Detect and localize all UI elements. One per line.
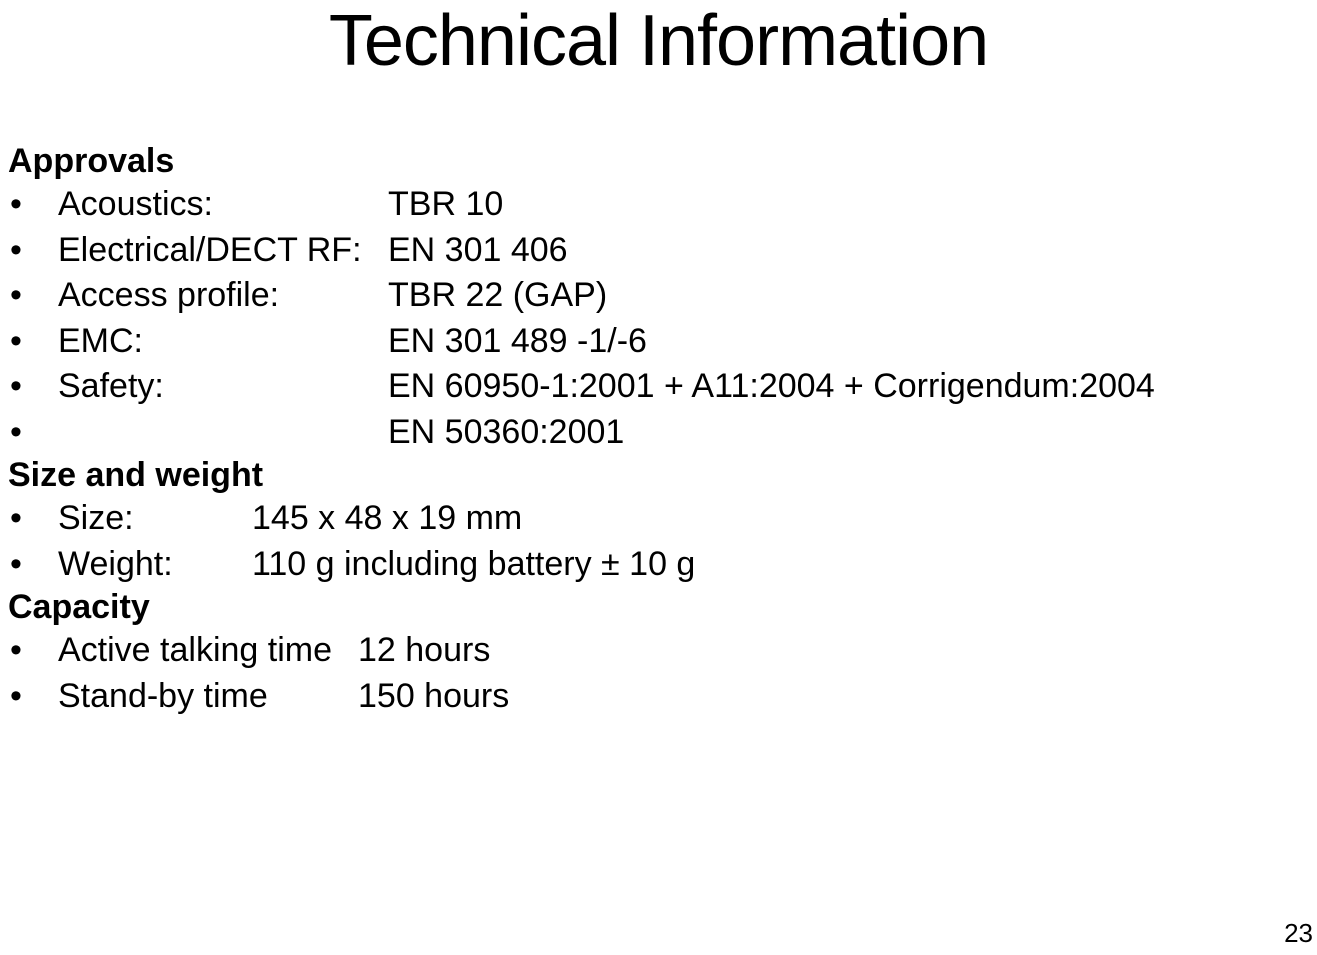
content-area: Approvals • Acoustics: TBR 10 • Electric… (0, 142, 1317, 718)
spec-label: Access profile: (58, 274, 388, 318)
spec-value: EN 60950-1:2001 + A11:2004 + Corrigendum… (388, 365, 1309, 409)
section-header-approvals: Approvals (8, 142, 1309, 181)
spec-value: EN 50360:2001 (388, 411, 1309, 455)
spec-value: TBR 22 (GAP) (388, 274, 1309, 318)
page-number: 23 (1284, 918, 1313, 949)
section-capacity: Capacity • Active talking time 12 hours … (8, 588, 1309, 718)
spec-value: EN 301 489 -1/-6 (388, 320, 1309, 364)
spec-label: Safety: (58, 365, 388, 409)
list-item: • Safety: EN 60950-1:2001 + A11:2004 + C… (8, 365, 1309, 409)
bullet-icon: • (8, 365, 58, 409)
spec-value: 150 hours (358, 675, 1309, 719)
bullet-icon: • (8, 629, 58, 673)
bullet-icon: • (8, 320, 58, 364)
list-item: • Acoustics: TBR 10 (8, 183, 1309, 227)
spec-label: Weight: (58, 543, 252, 587)
bullet-icon: • (8, 675, 58, 719)
spec-value: 12 hours (358, 629, 1309, 673)
list-item: • Access profile: TBR 22 (GAP) (8, 274, 1309, 318)
list-item: • Electrical/DECT RF: EN 301 406 (8, 229, 1309, 273)
list-item: • EMC: EN 301 489 -1/-6 (8, 320, 1309, 364)
section-header-capacity: Capacity (8, 588, 1309, 627)
spec-value: EN 301 406 (388, 229, 1309, 273)
section-approvals: Approvals • Acoustics: TBR 10 • Electric… (8, 142, 1309, 454)
spec-value: 110 g including battery ± 10 g (252, 543, 1309, 587)
section-header-size-weight: Size and weight (8, 456, 1309, 495)
list-item: • EN 50360:2001 (8, 411, 1309, 455)
bullet-icon: • (8, 274, 58, 318)
spec-label: Size: (58, 497, 252, 541)
bullet-icon: • (8, 229, 58, 273)
page-title: Technical Information (0, 0, 1317, 82)
spec-value: TBR 10 (388, 183, 1309, 227)
slide-container: Technical Information Approvals • Acoust… (0, 0, 1317, 955)
spec-label: Active talking time (58, 629, 358, 673)
list-item: • Size: 145 x 48 x 19 mm (8, 497, 1309, 541)
spec-label: EMC: (58, 320, 388, 364)
spec-label: Electrical/DECT RF: (58, 229, 388, 273)
section-size-weight: Size and weight • Size: 145 x 48 x 19 mm… (8, 456, 1309, 586)
spec-label: Stand-by time (58, 675, 358, 719)
spec-label: Acoustics: (58, 183, 388, 227)
spec-value: 145 x 48 x 19 mm (252, 497, 1309, 541)
bullet-icon: • (8, 183, 58, 227)
list-item: • Weight: 110 g including battery ± 10 g (8, 543, 1309, 587)
bullet-icon: • (8, 411, 58, 455)
bullet-icon: • (8, 497, 58, 541)
list-item: • Stand-by time 150 hours (8, 675, 1309, 719)
bullet-icon: • (8, 543, 58, 587)
list-item: • Active talking time 12 hours (8, 629, 1309, 673)
